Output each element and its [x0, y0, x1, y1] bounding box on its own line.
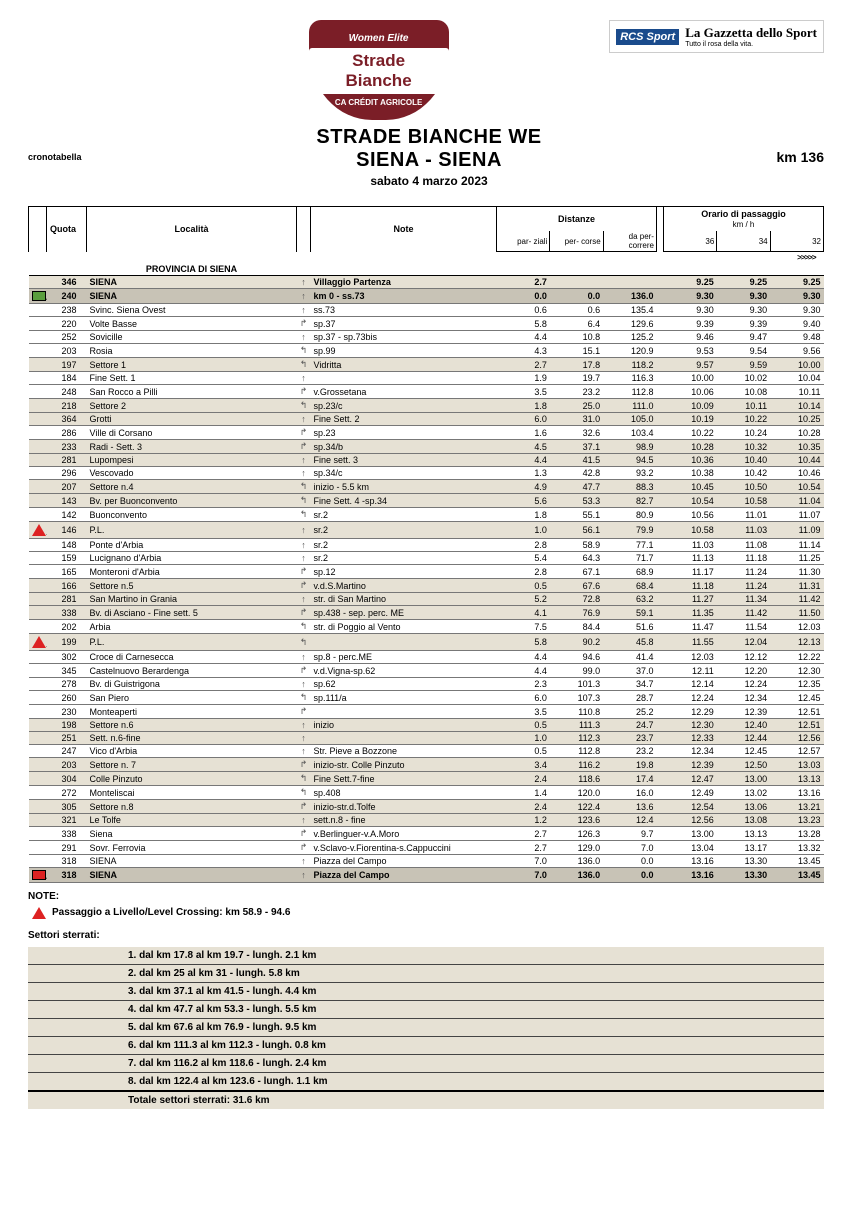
settori-row: 7. dal km 116.2 al km 118.6 - lungh. 2.4…: [28, 1055, 824, 1073]
col-parziali: par- ziali: [497, 231, 550, 252]
gazzetta-wrap: La Gazzetta dello Sport Tutto il rosa de…: [685, 25, 817, 48]
settori-row: 4. dal km 47.7 al km 53.3 - lungh. 5.5 k…: [28, 1001, 824, 1019]
settori-table: 1. dal km 17.8 al km 19.7 - lungh. 2.1 k…: [28, 947, 824, 1109]
sponsor-box: RCS Sport La Gazzetta dello Sport Tutto …: [609, 20, 824, 53]
km-total: km 136: [777, 149, 824, 165]
notes-section: NOTE: Passaggio a Livello/Level Crossing…: [28, 891, 824, 1109]
gazzetta-sub: Tutto il rosa della vita.: [685, 41, 817, 48]
table-row: 184Fine Sett. 1↑1.919.7116.310.0010.0210…: [29, 372, 824, 385]
table-row: 233Radi - Sett. 3↱sp.34/b4.537.198.910.2…: [29, 440, 824, 454]
table-row: 251Sett. n.6-fine↑1.0112.323.712.3312.44…: [29, 732, 824, 745]
table-row: 338Siena↱v.Berlinguer-v.A.Moro2.7126.39.…: [29, 827, 824, 841]
table-row: 198Settore n.6↑inizio0.5111.324.712.3012…: [29, 719, 824, 732]
table-row: 247Vico d'Arbia↑Str. Pieve a Bozzone0.51…: [29, 745, 824, 758]
table-row: 278Bv. di Guistrigona↑sp.622.3101.334.71…: [29, 678, 824, 691]
table-row: 286Ville di Corsano↱sp.231.632.6103.410.…: [29, 426, 824, 440]
table-row: 272Monteliscai↰sp.4081.4120.016.012.4913…: [29, 786, 824, 800]
settori-row: 5. dal km 67.6 al km 76.9 - lungh. 9.5 k…: [28, 1019, 824, 1037]
table-row: 238Svinc. Siena Ovest↑ss.730.60.6135.49.…: [29, 304, 824, 317]
title-line1: STRADE BIANCHE WE: [82, 126, 777, 149]
table-row: 260San Piero↰sp.111/a6.0107.328.712.2412…: [29, 691, 824, 705]
table-row: 318SIENA↑Piazza del Campo7.0136.00.013.1…: [29, 868, 824, 883]
table-row: 230Monteaperti↱3.5110.825.212.2912.3912.…: [29, 705, 824, 719]
settori-total: Totale settori sterrati: 31.6 km: [28, 1091, 824, 1109]
table-row: 346SIENA↑Villaggio Partenza2.79.259.259.…: [29, 276, 824, 289]
event-logo: Women Elite Strade Bianche CA CRÉDIT AGR…: [309, 20, 449, 120]
header-row: Women Elite Strade Bianche CA CRÉDIT AGR…: [28, 20, 824, 120]
table-row: 220Volte Basse↱sp.375.86.4129.69.399.399…: [29, 317, 824, 331]
level-crossing-icon: [32, 524, 46, 536]
table-row: 304Colle Pinzuto↰Fine Sett.7-fine2.4118.…: [29, 772, 824, 786]
col-distanze: Distanze: [497, 207, 657, 232]
table-row: 364Grotti↑Fine Sett. 26.031.0105.010.191…: [29, 413, 824, 426]
table-row: 203Settore n. 7↱inizio-str. Colle Pinzut…: [29, 758, 824, 772]
table-row: 296Vescovado↑sp.34/c1.342.893.210.3810.4…: [29, 467, 824, 480]
title-center: STRADE BIANCHE WE SIENA - SIENA sabato 4…: [82, 126, 777, 188]
table-row: 252Sovicille↑sp.37 - sp.73bis4.410.8125.…: [29, 331, 824, 344]
note-label: NOTE:: [28, 891, 824, 902]
table-row: 302Croce di Carnesecca↑sp.8 - perc.ME4.4…: [29, 651, 824, 664]
col-speed32: 32: [770, 231, 823, 252]
arrows-indicator: >>>>>: [797, 253, 815, 262]
table-row: 207Settore n.4↰inizio - 5.5 km4.947.788.…: [29, 480, 824, 494]
table-row: 197Settore 1↰Vidritta2.717.8118.29.579.5…: [29, 358, 824, 372]
table-row: 166Settore n.5↱v.d.S.Martino0.567.668.41…: [29, 579, 824, 593]
col-speed34: 34: [717, 231, 770, 252]
gazzetta-title: La Gazzetta dello Sport: [685, 25, 817, 40]
table-row: 321Le Tolfe↑sett.n.8 - fine1.2123.612.41…: [29, 814, 824, 827]
settori-row: 1. dal km 17.8 al km 19.7 - lungh. 2.1 k…: [28, 947, 824, 965]
crossing-text: Passaggio a Livello/Level Crossing: km 5…: [52, 907, 290, 918]
table-row: 199P.L.↰5.890.245.811.5512.0412.13: [29, 634, 824, 651]
level-crossing-icon: [32, 636, 46, 648]
table-row: 338Bv. di Asciano - Fine sett. 5↱sp.438 …: [29, 606, 824, 620]
table-row: 165Monteroni d'Arbia↱sp.122.867.168.911.…: [29, 565, 824, 579]
settori-row: 8. dal km 122.4 al km 123.6 - lungh. 1.1…: [28, 1073, 824, 1092]
title-row: cronotabella STRADE BIANCHE WE SIENA - S…: [28, 126, 824, 188]
timetable: Quota Località Note Distanze Orario di p…: [28, 206, 824, 883]
finish-icon: [32, 870, 46, 880]
table-row: 142Buonconvento↰sr.21.855.180.910.5611.0…: [29, 508, 824, 522]
table-row: 203Rosia↰sp.994.315.1120.99.539.549.56: [29, 344, 824, 358]
start-icon: [32, 291, 46, 301]
col-loc: Località: [87, 207, 297, 252]
table-row: 345Castelnuovo Berardenga↱v.d.Vigna-sp.6…: [29, 664, 824, 678]
table-row: 240SIENA↑km 0 - ss.730.00.0136.09.309.30…: [29, 289, 824, 304]
table-row: 281Lupompesi↑Fine sett. 34.441.594.510.3…: [29, 454, 824, 467]
title-line2: SIENA - SIENA: [82, 149, 777, 172]
logo-main-text: Strade Bianche: [309, 48, 449, 94]
table-row: 291Sovr. Ferrovia↱v.Sclavo-v.Fiorentina-…: [29, 841, 824, 855]
table-row: 218Settore 2↰sp.23/c1.825.0111.010.0910.…: [29, 399, 824, 413]
col-quota: Quota: [47, 207, 87, 252]
col-speed36: 36: [663, 231, 716, 252]
table-row: 318SIENA↑Piazza del Campo7.0136.00.013.1…: [29, 855, 824, 868]
logo-top-text: Women Elite: [349, 33, 409, 44]
table-row: 202Arbia↰str. di Poggio al Vento7.584.45…: [29, 620, 824, 634]
table-row: 159Lucignano d'Arbia↑sr.25.464.371.711.1…: [29, 552, 824, 565]
table-row: 248San Rocco a Pilli↱v.Grossetana3.523.2…: [29, 385, 824, 399]
level-crossing-icon: [32, 907, 46, 919]
event-date: sabato 4 marzo 2023: [82, 174, 777, 188]
settori-row: 6. dal km 111.3 al km 112.3 - lungh. 0.8…: [28, 1037, 824, 1055]
logo-sub-text: CA CRÉDIT AGRICOLE: [335, 98, 422, 107]
logo-center: Women Elite Strade Bianche CA CRÉDIT AGR…: [148, 20, 609, 120]
col-orario: Orario di passaggio km / h: [663, 207, 823, 232]
crossing-note: Passaggio a Livello/Level Crossing: km 5…: [32, 906, 824, 918]
table-row: 281San Martino in Grania↑str. di San Mar…: [29, 593, 824, 606]
settori-row: 2. dal km 25 al km 31 - lungh. 5.8 km: [28, 965, 824, 983]
settori-title: Settori sterrati:: [28, 930, 824, 941]
col-dapercorrere: da per- correre: [603, 231, 656, 252]
table-row: 148Ponte d'Arbia↑sr.22.858.977.111.0311.…: [29, 539, 824, 552]
rcs-logo: RCS Sport: [616, 29, 679, 45]
table-row: 305Settore n.8↱inizio-str.d.Tolfe2.4122.…: [29, 800, 824, 814]
provincia-row: PROVINCIA DI SIENA: [29, 263, 824, 276]
table-row: 146P.L.↑sr.21.056.179.910.5811.0311.09: [29, 522, 824, 539]
settori-row: 3. dal km 37.1 al km 41.5 - lungh. 4.4 k…: [28, 983, 824, 1001]
crono-label: cronotabella: [28, 152, 82, 162]
col-note: Note: [311, 207, 497, 252]
col-percorse: per- corse: [550, 231, 603, 252]
table-row: 143Bv. per Buonconvento↰Fine Sett. 4 -sp…: [29, 494, 824, 508]
